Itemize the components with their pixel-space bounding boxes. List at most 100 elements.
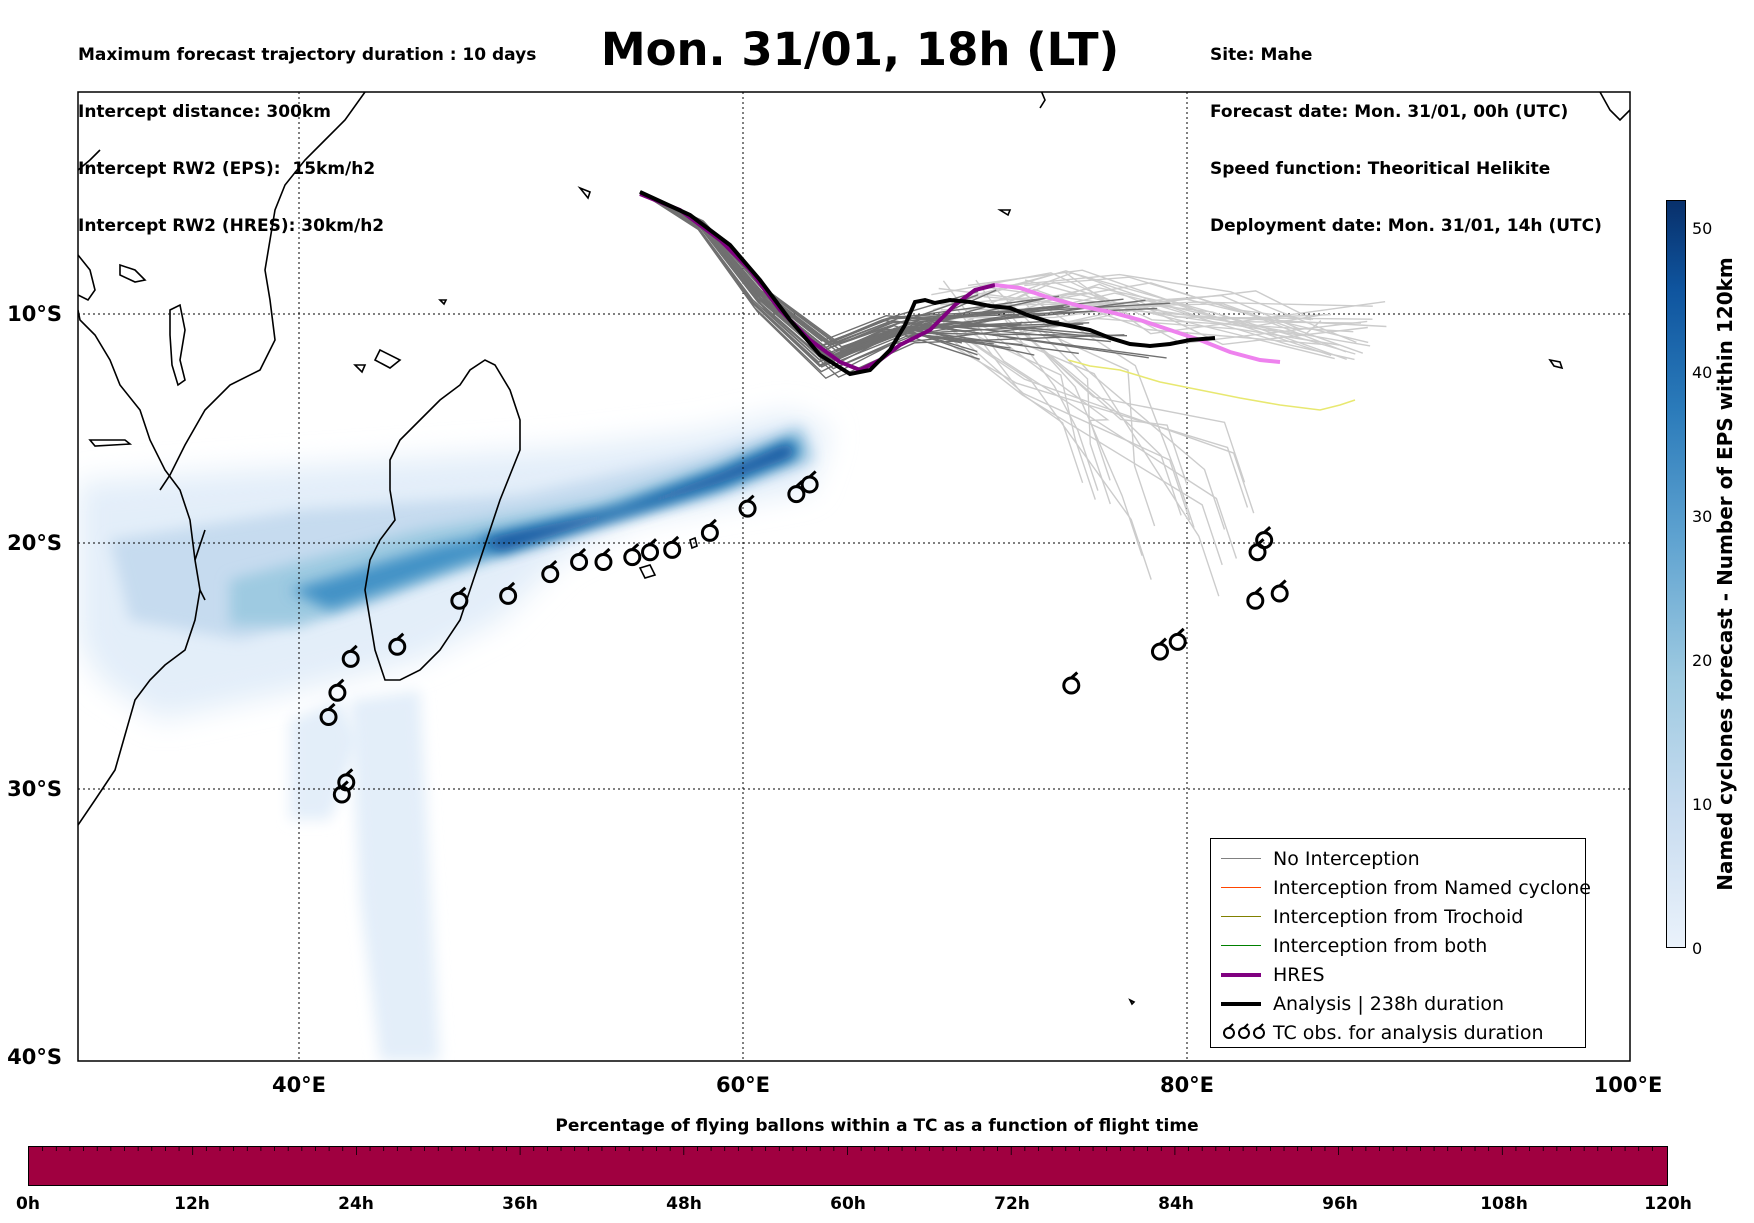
legend-label: Analysis | 238h duration <box>1273 993 1505 1015</box>
legend-swatch <box>1221 1002 1261 1006</box>
legend-label: TC obs. for analysis duration <box>1273 1022 1544 1044</box>
legend-swatch <box>1221 945 1261 946</box>
colorbar-tick: 10 <box>1692 795 1713 814</box>
tc-symbol-icon <box>541 559 560 584</box>
flight-time-bar <box>28 1146 1668 1186</box>
graticule <box>78 92 1630 1061</box>
flight-time-label: 72h <box>994 1194 1030 1214</box>
eps-trajectory <box>639 191 1070 368</box>
legend-label: HRES <box>1273 964 1325 986</box>
header-info-right: Site: Mahe Forecast date: Mon. 31/01, 00… <box>1210 8 1602 255</box>
tc-symbol-icon <box>623 543 642 567</box>
colorbar-tick: 30 <box>1692 507 1713 526</box>
tc-symbol-icon <box>594 547 613 571</box>
eps-trajectories-no-interception <box>639 191 1171 380</box>
eps-trajectory <box>967 269 1325 329</box>
eps-trajectory <box>639 191 1011 344</box>
tc-symbol-icon <box>450 586 469 610</box>
tc-observations <box>319 470 1289 804</box>
eps-trajectory <box>991 273 1357 344</box>
eps-trajectory <box>639 191 1032 364</box>
eps-trajectory <box>639 191 1022 361</box>
header-line: Site: Mahe <box>1210 45 1313 65</box>
colorbar-label: Named cyclones forecast - Number of EPS … <box>1713 257 1737 891</box>
eps-trajectory <box>996 337 1111 481</box>
map-frame <box>77 91 1631 1062</box>
lon-label: 60°E <box>715 1073 771 1097</box>
tc-symbol-icon <box>1062 671 1081 695</box>
lon-label: 100°E <box>1593 1073 1663 1097</box>
tc-symbol-icon <box>1270 579 1289 603</box>
legend-swatch <box>1221 858 1261 859</box>
flight-time-label: 120h <box>1644 1194 1692 1214</box>
lat-label: 40°S <box>7 1045 62 1069</box>
trajectory-yellow <box>1067 359 1356 411</box>
tc-symbol-icon <box>1150 637 1169 661</box>
flight-time-label: 60h <box>830 1194 866 1214</box>
tc-symbol-icon <box>570 547 589 571</box>
eps-trajectory <box>999 290 1314 338</box>
lat-label: 30°S <box>7 777 62 801</box>
eps-trajectory <box>938 337 1249 508</box>
header-line: Intercept RW2 (HRES): 30km/h2 <box>78 216 385 236</box>
eps-trajectory <box>1024 279 1322 337</box>
page-title: Mon. 31/01, 18h (LT) <box>600 23 1120 76</box>
tc-symbol-icon <box>641 538 660 562</box>
tc-symbol-icon <box>738 494 757 518</box>
lon-label: 40°E <box>271 1073 327 1097</box>
tc-symbol-icon <box>319 702 338 727</box>
colorbar-tick: 20 <box>1692 651 1713 670</box>
tc-symbol-icon <box>1248 538 1267 562</box>
tc-symbol-icon <box>332 780 351 804</box>
tc-symbol-icon <box>1246 586 1265 610</box>
eps-trajectory <box>1013 324 1188 486</box>
analysis-trajectory <box>639 190 1216 377</box>
legend-label: Interception from both <box>1273 935 1488 957</box>
flight-time-label: 96h <box>1322 1194 1358 1214</box>
legend: No Interception Interception from Named … <box>1210 838 1591 1048</box>
flight-time-ticks <box>42 1147 1653 1155</box>
colorbar <box>1666 200 1686 948</box>
header-line: Maximum forecast trajectory duration : 1… <box>78 45 537 65</box>
flight-time-label: 12h <box>174 1194 210 1214</box>
hres-trajectory-late <box>994 283 1281 364</box>
legend-item: Analysis | 238h duration <box>1211 990 1585 1018</box>
tc-symbol-icon <box>1168 627 1187 651</box>
eps-trajectory <box>971 332 1096 500</box>
tc-symbol-icon <box>700 518 719 542</box>
eps-trajectory <box>932 270 1371 347</box>
legend-item: HRES <box>1211 961 1585 989</box>
tc-symbol-icon <box>328 678 347 702</box>
flight-time-label: 36h <box>502 1194 538 1214</box>
flight-time-label: 108h <box>1480 1194 1528 1214</box>
lon-label: 80°E <box>1159 1073 1215 1097</box>
tc-symbol-icon <box>341 644 360 668</box>
header-line: Forecast date: Mon. 31/01, 00h (UTC) <box>1210 102 1569 122</box>
tc-symbol-icon <box>499 581 518 605</box>
legend-item: Interception from Trochoid <box>1211 903 1585 931</box>
eps-trajectory <box>942 321 1191 521</box>
eps-trajectory <box>943 322 1255 514</box>
colorbar-tick: 50 <box>1692 219 1713 238</box>
header-line: Speed function: Theoritical Helikite <box>1210 159 1551 179</box>
flight-time-label: 48h <box>666 1194 702 1214</box>
legend-item: Interception from Named cyclone <box>1211 874 1591 902</box>
eps-trajectory <box>999 312 1182 516</box>
colorbar-tick: 40 <box>1692 363 1713 382</box>
cyclone-density-field <box>78 412 830 1061</box>
tc-symbol-icon <box>388 632 407 656</box>
tc-symbol-icon <box>787 480 806 504</box>
lat-label: 10°S <box>7 302 62 326</box>
eps-trajectory <box>960 333 1152 580</box>
legend-item: No Interception <box>1211 845 1585 873</box>
legend-swatch <box>1221 916 1261 917</box>
legend-swatch <box>1221 887 1261 888</box>
eps-trajectory <box>639 191 1060 347</box>
legend-label: Interception from Trochoid <box>1273 906 1524 928</box>
hres-trajectory <box>639 192 996 373</box>
legend-item: TC obs. for analysis duration <box>1211 1019 1585 1047</box>
eps-trajectory <box>639 191 1049 366</box>
legend-swatch <box>1221 973 1261 977</box>
header-line: Intercept RW2 (EPS): 15km/h2 <box>78 159 376 179</box>
